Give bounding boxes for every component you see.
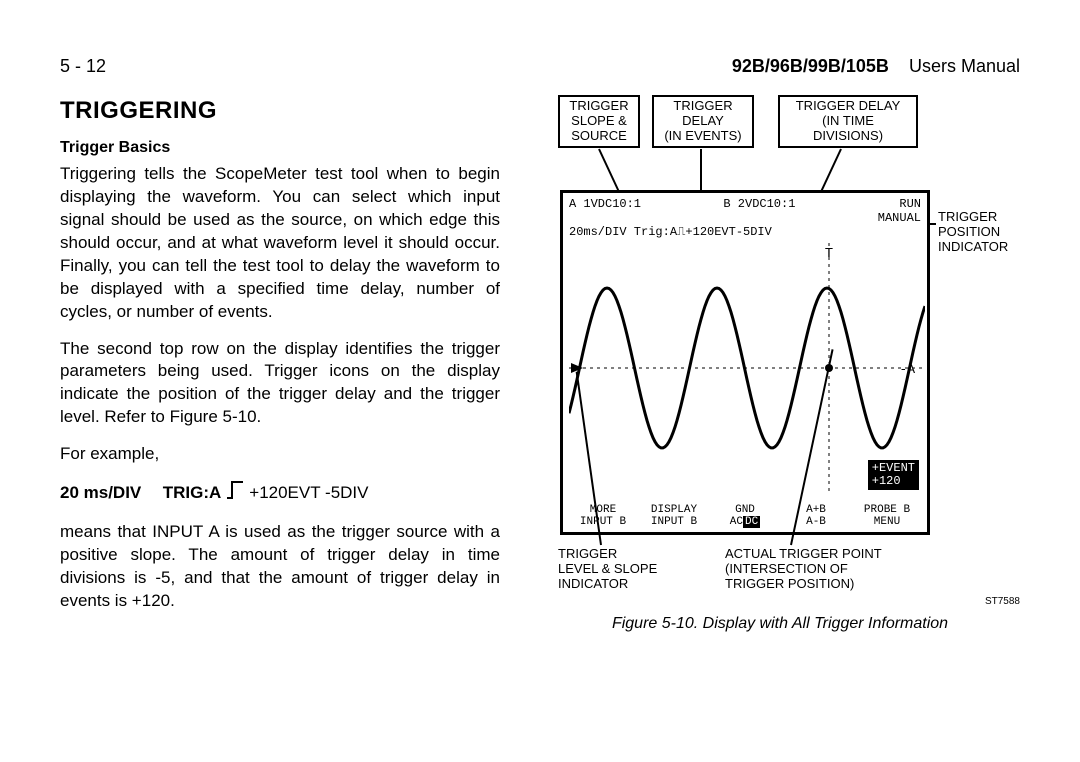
scope-run-status: RUN MANUAL [878, 197, 921, 225]
trigger-example-line: 20 ms/DIV TRIG:A +120EVT -5DIV [60, 480, 500, 507]
paragraph-4: means that INPUT A is used as the trigge… [60, 521, 500, 613]
scope-chan-a: A 1VDC10:1 [569, 197, 641, 225]
run-label: RUN [899, 197, 921, 211]
callout-delay-time: TRIGGER DELAY(IN TIMEDIVISIONS) [778, 95, 918, 148]
svg-text:T: T [825, 246, 833, 262]
section-title: TRIGGERING [60, 95, 500, 127]
page-number: 5 - 12 [60, 56, 106, 77]
scope-trigger-readout: 20ms/DIV Trig:A⎍+120EVT-5DIV [563, 225, 927, 241]
callout-slope-source: TRIGGERSLOPE &SOURCE [558, 95, 640, 148]
manual-label: MANUAL [878, 211, 921, 225]
trig-time: 20 ms/DIV [60, 482, 141, 505]
models: 92B/96B/99B/105B [732, 56, 889, 76]
softkey-ac: AC [730, 516, 743, 528]
right-column: TRIGGERSLOPE &SOURCE TRIGGERDELAY(IN EVE… [540, 95, 1020, 627]
softkey-display[interactable]: DISPLAY INPUT B [640, 504, 708, 528]
callout-delay-events: TRIGGERDELAY(IN EVENTS) [652, 95, 754, 148]
softkey-line1: A+B [806, 504, 826, 516]
softkey-dc-selected: DC [743, 516, 760, 528]
scope-top-row: A 1VDC10:1 B 2VDC10:1 RUN MANUAL [563, 193, 927, 225]
two-column-layout: TRIGGERING Trigger Basics Triggering tel… [60, 95, 1020, 627]
callout-level-slope: TRIGGERLEVEL & SLOPEINDICATOR [558, 547, 657, 592]
figure-wrapper: TRIGGERSLOPE &SOURCE TRIGGERDELAY(IN EVE… [540, 95, 1020, 625]
scope-chan-b: B 2VDC10:1 [723, 197, 795, 225]
softkey-line2: MENU [874, 516, 900, 528]
softkey-more[interactable]: MORE INPUT B [569, 504, 637, 528]
rising-edge-icon [227, 480, 243, 507]
softkey-line1: GND [735, 504, 755, 516]
header-right: 92B/96B/99B/105B Users Manual [732, 56, 1020, 77]
subheading: Trigger Basics [60, 137, 500, 159]
softkey-line2: INPUT B [580, 516, 626, 528]
trig-source: TRIG:A [163, 482, 222, 505]
trig-params: +120EVT -5DIV [249, 482, 368, 505]
manual-label: Users Manual [909, 56, 1020, 76]
softkey-line2: A-B [806, 516, 826, 528]
figure-code: ST7588 [985, 596, 1020, 607]
softkey-line1: PROBE B [864, 504, 910, 516]
page-header: 5 - 12 92B/96B/99B/105B Users Manual [60, 56, 1020, 77]
softkey-line1: DISPLAY [651, 504, 697, 516]
softkey-probe[interactable]: PROBE B MENU [853, 504, 921, 528]
waveform-area: T -A [569, 243, 921, 493]
figure-caption: Figure 5-10. Display with All Trigger In… [540, 615, 1020, 633]
paragraph-3: For example, [60, 443, 500, 466]
manual-page: 5 - 12 92B/96B/99B/105B Users Manual TRI… [0, 0, 1080, 762]
scope-display: A 1VDC10:1 B 2VDC10:1 RUN MANUAL 20ms/DI… [560, 190, 930, 535]
paragraph-2: The second top row on the display identi… [60, 338, 500, 430]
softkey-row: MORE INPUT B DISPLAY INPUT B GND ACDC [569, 504, 921, 528]
softkey-math[interactable]: A+B A-B [782, 504, 850, 528]
callout-position-indicator: TRIGGERPOSITIONINDICATOR [938, 210, 1008, 255]
waveform-svg: T -A [569, 243, 925, 493]
callout-actual-trigger: ACTUAL TRIGGER POINT(INTERSECTION OFTRIG… [725, 547, 882, 592]
paragraph-1: Triggering tells the ScopeMeter test too… [60, 163, 500, 324]
event-badge: +EVENT+120 [868, 460, 919, 490]
softkey-line2: INPUT B [651, 516, 697, 528]
softkey-gnd[interactable]: GND ACDC [711, 504, 779, 528]
left-column: TRIGGERING Trigger Basics Triggering tel… [60, 95, 500, 627]
